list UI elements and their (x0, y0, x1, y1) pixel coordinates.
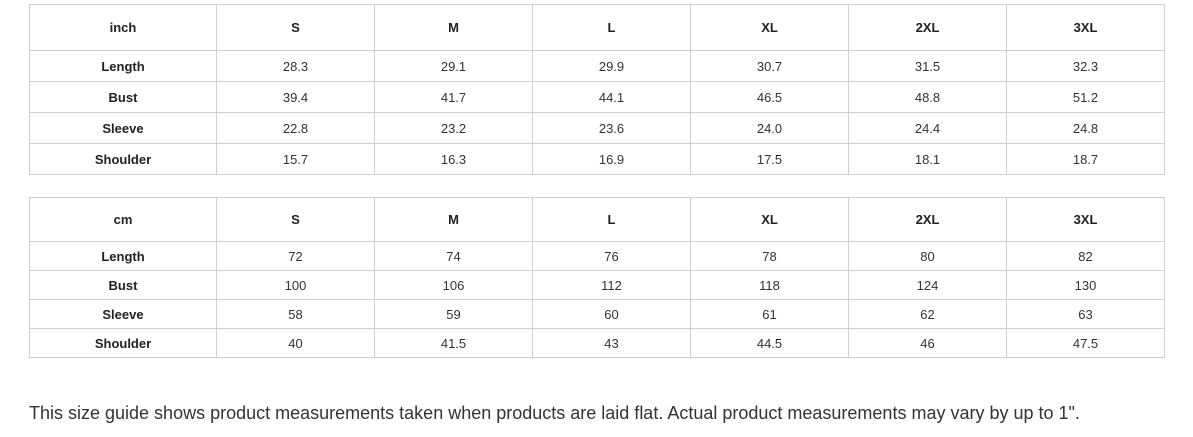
measurement-cell: 72 (216, 241, 375, 271)
table-row: Sleeve 58 59 60 61 62 63 (29, 299, 1165, 329)
measurement-cell: 17.5 (690, 143, 849, 175)
size-header: S (216, 197, 375, 242)
row-label: Length (29, 241, 217, 271)
measurement-cell: 60 (532, 299, 691, 329)
size-table-inch: inch S M L XL 2XL 3XL Length 28.3 29.1 29.9 30.7 31.… (29, 4, 1165, 175)
measurement-cell: 124 (848, 270, 1007, 300)
size-table-cm: cm S M L XL 2XL 3XL Length 72 74 76 78 80 82 Bust 100 10… (29, 197, 1165, 358)
table-row: Sleeve 22.8 23.2 23.6 24.0 24.4 24.8 (29, 112, 1165, 144)
measurement-cell: 24.4 (848, 112, 1007, 144)
size-header: 3XL (1006, 4, 1165, 51)
measurement-cell: 41.7 (374, 81, 533, 113)
measurement-cell: 43 (532, 328, 691, 358)
measurement-cell: 46.5 (690, 81, 849, 113)
measurement-cell: 118 (690, 270, 849, 300)
size-header: 2XL (848, 197, 1007, 242)
measurement-cell: 29.1 (374, 50, 533, 82)
size-header: M (374, 197, 533, 242)
measurement-cell: 59 (374, 299, 533, 329)
measurement-cell: 28.3 (216, 50, 375, 82)
measurement-cell: 74 (374, 241, 533, 271)
table-row: Bust 100 106 112 118 124 130 (29, 270, 1165, 300)
measurement-cell: 82 (1006, 241, 1165, 271)
measurement-cell: 130 (1006, 270, 1165, 300)
measurement-cell: 48.8 (848, 81, 1007, 113)
measurement-cell: 47.5 (1006, 328, 1165, 358)
measurement-cell: 24.0 (690, 112, 849, 144)
measurement-cell: 29.9 (532, 50, 691, 82)
measurement-cell: 31.5 (848, 50, 1007, 82)
size-header: L (532, 197, 691, 242)
size-header: XL (690, 197, 849, 242)
header-row: cm S M L XL 2XL 3XL (29, 197, 1165, 242)
measurement-cell: 46 (848, 328, 1007, 358)
measurement-cell: 23.2 (374, 112, 533, 144)
header-row: inch S M L XL 2XL 3XL (29, 4, 1165, 51)
measurement-cell: 22.8 (216, 112, 375, 144)
measurement-cell: 41.5 (374, 328, 533, 358)
size-header: 3XL (1006, 197, 1165, 242)
row-label: Sleeve (29, 299, 217, 329)
measurement-cell: 18.7 (1006, 143, 1165, 175)
size-header: M (374, 4, 533, 51)
table-row: Shoulder 15.7 16.3 16.9 17.5 18.1 18.7 (29, 143, 1165, 175)
measurement-cell: 106 (374, 270, 533, 300)
row-label: Length (29, 50, 217, 82)
measurement-cell: 100 (216, 270, 375, 300)
measurement-cell: 39.4 (216, 81, 375, 113)
size-guide-note: This size guide shows product measuremen… (29, 403, 1080, 423)
unit-header: inch (29, 4, 217, 51)
measurement-cell: 51.2 (1006, 81, 1165, 113)
measurement-cell: 32.3 (1006, 50, 1165, 82)
measurement-cell: 40 (216, 328, 375, 358)
row-label: Shoulder (29, 143, 217, 175)
measurement-cell: 76 (532, 241, 691, 271)
measurement-cell: 58 (216, 299, 375, 329)
measurement-cell: 44.1 (532, 81, 691, 113)
measurement-cell: 23.6 (532, 112, 691, 144)
size-header: XL (690, 4, 849, 51)
measurement-cell: 30.7 (690, 50, 849, 82)
measurement-cell: 112 (532, 270, 691, 300)
size-header: L (532, 4, 691, 51)
measurement-cell: 44.5 (690, 328, 849, 358)
row-label: Sleeve (29, 112, 217, 144)
measurement-cell: 18.1 (848, 143, 1007, 175)
measurement-cell: 62 (848, 299, 1007, 329)
measurement-cell: 24.8 (1006, 112, 1165, 144)
table-row: Shoulder 40 41.5 43 44.5 46 47.5 (29, 328, 1165, 358)
row-label: Shoulder (29, 328, 217, 358)
measurement-cell: 63 (1006, 299, 1165, 329)
measurement-cell: 78 (690, 241, 849, 271)
row-label: Bust (29, 270, 217, 300)
row-label: Bust (29, 81, 217, 113)
size-header: 2XL (848, 4, 1007, 51)
table-row: Length 72 74 76 78 80 82 (29, 241, 1165, 271)
size-header: S (216, 4, 375, 51)
measurement-cell: 61 (690, 299, 849, 329)
measurement-cell: 15.7 (216, 143, 375, 175)
table-row: Bust 39.4 41.7 44.1 46.5 48.8 51.2 (29, 81, 1165, 113)
measurement-cell: 16.3 (374, 143, 533, 175)
table-row: Length 28.3 29.1 29.9 30.7 31.5 32.3 (29, 50, 1165, 82)
measurement-cell: 80 (848, 241, 1007, 271)
unit-header: cm (29, 197, 217, 242)
measurement-cell: 16.9 (532, 143, 691, 175)
